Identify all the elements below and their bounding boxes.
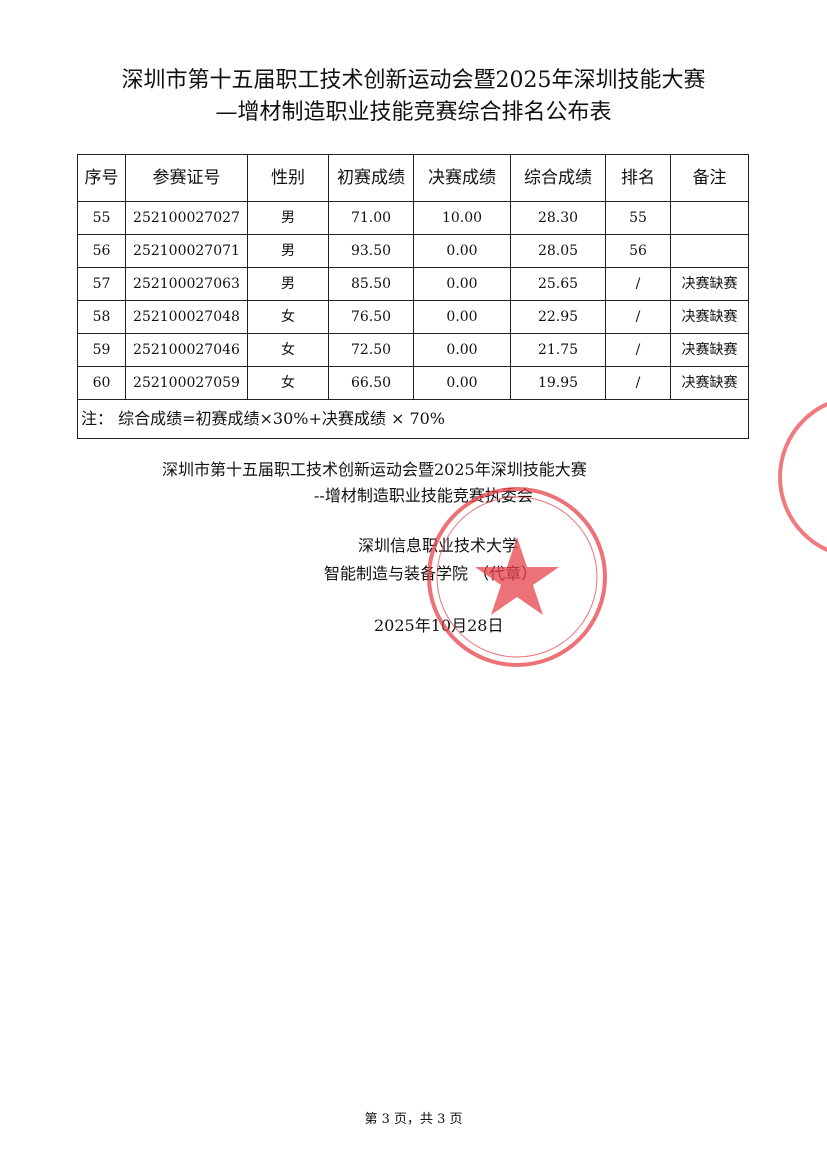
table-cell: 0.00 xyxy=(413,333,511,367)
table-cell: 59 xyxy=(77,333,126,367)
table-cell: 58 xyxy=(77,300,126,334)
table-cell: 男 xyxy=(247,201,329,235)
table-cell: 85.50 xyxy=(328,267,414,301)
table-cell: 93.50 xyxy=(328,234,414,268)
table-cell xyxy=(670,201,749,235)
table-cell: 0.00 xyxy=(413,267,511,301)
table-cell: 女 xyxy=(247,333,329,367)
page-footer: 第 3 页，共 3 页 xyxy=(364,1112,463,1127)
organizer-line2: --增材制造职业技能竞赛执委会 xyxy=(314,486,533,505)
column-header: 序号 xyxy=(77,154,126,202)
table-cell: / xyxy=(605,366,671,400)
table-cell: 71.00 xyxy=(328,201,414,235)
table-cell: 21.75 xyxy=(510,333,606,367)
document-subtitle: —增材制造职业技能竞赛综合排名公布表 xyxy=(215,100,612,125)
table-cell: 28.05 xyxy=(510,234,606,268)
table-cell xyxy=(670,234,749,268)
organizer-line1: 深圳市第十五届职工技术创新运动会暨2025年深圳技能大赛 xyxy=(162,460,587,479)
table-cell: / xyxy=(605,300,671,334)
table-cell: 男 xyxy=(247,267,329,301)
table-cell: 252100027046 xyxy=(125,333,248,367)
table-row: 60 252100027059 女 66.50 0.00 19.95/决赛缺赛 xyxy=(77,366,749,400)
school-name: 深圳信息职业技术大学 xyxy=(358,536,519,555)
table-cell: 男 xyxy=(247,234,329,268)
column-header: 性别 xyxy=(247,154,329,202)
column-header: 备注 xyxy=(670,154,749,202)
table-cell: 决赛缺赛 xyxy=(670,300,749,334)
table-cell: 66.50 xyxy=(328,366,414,400)
table-cell: 0.00 xyxy=(413,366,511,400)
table-cell: 决赛缺赛 xyxy=(670,333,749,367)
table-row: 56 252100027071 男 93.50 0.00 28.05 56 xyxy=(77,234,749,268)
table-cell: 56 xyxy=(77,234,126,268)
table-cell: 252100027027 xyxy=(125,201,248,235)
column-header: 决赛成绩 xyxy=(413,154,511,202)
table-cell: 女 xyxy=(247,300,329,334)
document-title: 深圳市第十五届职工技术创新运动会暨2025年深圳技能大赛 xyxy=(121,68,706,93)
column-header: 排名 xyxy=(605,154,671,202)
table-row: 58 252100027048 女 76.50 0.00 22.95/决赛缺赛 xyxy=(77,300,749,334)
table-cell: 22.95 xyxy=(510,300,606,334)
table-row: 57 252100027063 男 85.50 0.00 25.65/决赛缺赛 xyxy=(77,267,749,301)
college-name: 智能制造与装备学院 （代章） xyxy=(324,564,538,583)
sign-date: 2025年10月28日 xyxy=(374,616,504,635)
table-cell: / xyxy=(605,267,671,301)
table-cell: 25.65 xyxy=(510,267,606,301)
table-cell: 女 xyxy=(247,366,329,400)
table-row: 59 252100027046 女 72.50 0.00 21.75/决赛缺赛 xyxy=(77,333,749,367)
table-cell: 252100027063 xyxy=(125,267,248,301)
table-cell: / xyxy=(605,333,671,367)
column-header: 综合成绩 xyxy=(510,154,606,202)
table-cell: 252100027048 xyxy=(125,300,248,334)
table-cell: 76.50 xyxy=(328,300,414,334)
table-cell: 决赛缺赛 xyxy=(670,267,749,301)
table-cell: 0.00 xyxy=(413,300,511,334)
table-cell: 0.00 xyxy=(413,234,511,268)
column-header: 参赛证号 xyxy=(125,154,248,202)
table-cell: 55 xyxy=(77,201,126,235)
table-row: 55 252100027027 男 71.00 10.00 28.30 55 xyxy=(77,201,749,235)
table-cell: 57 xyxy=(77,267,126,301)
table-cell: 10.00 xyxy=(413,201,511,235)
table-cell: 72.50 xyxy=(328,333,414,367)
table-cell: 28.30 xyxy=(510,201,606,235)
table-cell: 决赛缺赛 xyxy=(670,366,749,400)
table-cell: 252100027059 xyxy=(125,366,248,400)
table-cell: 19.95 xyxy=(510,366,606,400)
column-header: 初赛成绩 xyxy=(328,154,414,202)
table-cell: 56 xyxy=(605,234,671,268)
table-cell: 55 xyxy=(605,201,671,235)
partial-seal xyxy=(778,401,827,553)
table-cell: 60 xyxy=(77,366,126,400)
ranking-table: 序号 参赛证号 性别 初赛成绩 决赛成绩 综合成绩 排名 备注 55 252100027027 男… xyxy=(77,154,749,439)
table-cell: 252100027071 xyxy=(125,234,248,268)
formula-note: 注： 综合成绩=初赛成绩×30%+决赛成绩 × 70% xyxy=(77,399,749,439)
